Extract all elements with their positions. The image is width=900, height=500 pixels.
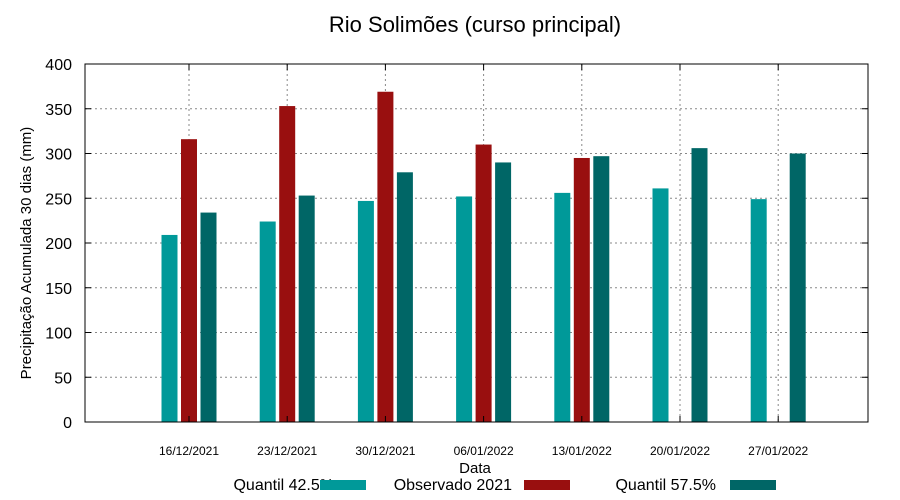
bar-observado-2021 xyxy=(475,144,492,423)
legend-label: Quantil 42.5% xyxy=(233,477,334,494)
x-tick-label: 23/12/2021 xyxy=(257,444,317,458)
y-tick-label: 300 xyxy=(45,147,72,164)
bar-quantil-57-5 xyxy=(396,172,413,422)
bar-quantil-42-5 xyxy=(259,221,276,422)
bar-quantil-42-5 xyxy=(554,192,571,422)
legend-item: Quantil 42.5% xyxy=(233,477,366,494)
y-axis: 0 50 100 150 200 250 300 350 400 xyxy=(45,57,868,432)
bar-observado-2021 xyxy=(573,157,590,422)
bar-quantil-57-5 xyxy=(495,162,512,422)
x-axis-label: Data xyxy=(459,460,491,477)
x-tick-label: 13/01/2022 xyxy=(552,444,612,458)
legend-swatch xyxy=(320,480,366,490)
x-tick-label: 16/12/2021 xyxy=(159,444,219,458)
legend-item: Observado 2021 xyxy=(394,477,570,494)
bar-quantil-57-5 xyxy=(789,153,806,422)
legend: Quantil 42.5% Observado 2021 Quantil 57.5% xyxy=(233,477,776,494)
legend-swatch xyxy=(730,480,776,490)
legend-label: Quantil 57.5% xyxy=(615,477,716,494)
bar-quantil-57-5 xyxy=(691,148,708,422)
legend-item: Quantil 57.5% xyxy=(615,477,776,494)
legend-label: Observado 2021 xyxy=(394,477,512,494)
y-tick-label: 400 xyxy=(45,57,72,74)
y-tick-label: 100 xyxy=(45,326,72,343)
bar-quantil-42-5 xyxy=(161,234,178,422)
y-tick-label: 250 xyxy=(45,191,72,208)
y-axis-label: Precipitação Acumulada 30 dias (mm) xyxy=(18,127,35,380)
bar-quantil-42-5 xyxy=(652,188,669,422)
y-tick-label: 0 xyxy=(63,415,72,432)
bar-quantil-42-5 xyxy=(750,199,767,422)
bar-quantil-42-5 xyxy=(357,200,374,422)
x-tick-label: 30/12/2021 xyxy=(355,444,415,458)
y-tick-label: 200 xyxy=(45,236,72,253)
x-tick-label: 27/01/2022 xyxy=(748,444,808,458)
y-tick-label: 150 xyxy=(45,281,72,298)
bar-observado-2021 xyxy=(279,106,296,422)
y-tick-label: 350 xyxy=(45,102,72,119)
bar-quantil-57-5 xyxy=(593,156,610,422)
bar-quantil-57-5 xyxy=(298,195,315,422)
bar-quantil-57-5 xyxy=(200,212,217,422)
x-tick-label: 06/01/2022 xyxy=(454,444,514,458)
bars xyxy=(161,91,806,423)
legend-swatch xyxy=(524,480,570,490)
x-tick-label: 20/01/2022 xyxy=(650,444,710,458)
bar-quantil-42-5 xyxy=(456,196,473,422)
x-axis: 16/12/2021 23/12/2021 30/12/2021 06/01/2022… xyxy=(159,64,809,458)
chart-title: Rio Solimões (curso principal) xyxy=(329,12,621,37)
bar-observado-2021 xyxy=(377,91,394,423)
y-tick-label: 50 xyxy=(54,370,72,387)
bar-observado-2021 xyxy=(181,139,197,422)
